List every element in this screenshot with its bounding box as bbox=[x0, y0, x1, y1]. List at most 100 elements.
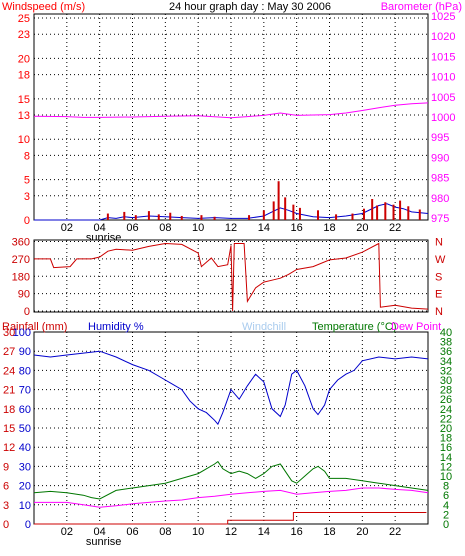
chart1-x-tick-label: 12 bbox=[225, 222, 237, 234]
barometer-line bbox=[33, 102, 429, 119]
chart3-rain-tick-label: 6 bbox=[3, 481, 9, 493]
chart3-legend-label: Temperature (°C) bbox=[312, 321, 396, 333]
chart3-temperature-tick-label: 10 bbox=[440, 471, 452, 483]
chart3-x-tick-label: 16 bbox=[291, 526, 303, 538]
chart3-x-tick-label: 22 bbox=[389, 526, 401, 538]
chart3-rain-tick-label: 9 bbox=[3, 461, 9, 473]
chart3-x-tick-label: 04 bbox=[94, 526, 106, 538]
chart3-legend-label: Humidity % bbox=[88, 321, 144, 333]
chart1-right-tick-label: 985 bbox=[431, 173, 449, 185]
rainfall-line bbox=[34, 512, 427, 525]
chart1-right-tick-label: 1000 bbox=[431, 112, 455, 124]
chart1-title: 24 hour graph day : May 30 2006 bbox=[169, 1, 331, 13]
chart1-left-tick-label: 18 bbox=[18, 70, 30, 82]
chart1-left-tick-label: 13 bbox=[18, 110, 30, 122]
chart2-left-tick-label: 360 bbox=[12, 237, 30, 249]
chart3-temperature-tick-label: 0 bbox=[443, 519, 449, 531]
chart3-legend-label: Rainfall (mm) bbox=[2, 321, 67, 333]
chart1-left-tick-label: 8 bbox=[24, 150, 30, 162]
chart1-right-tick-label: 980 bbox=[431, 193, 449, 205]
chart1-x-tick-label: 10 bbox=[192, 222, 204, 234]
chart3-rain-tick-label: 30 bbox=[3, 327, 15, 339]
chart3-temperature-tick-label: 2 bbox=[443, 509, 449, 521]
chart3-rain-tick-label: 21 bbox=[3, 385, 15, 397]
temperature-line bbox=[33, 460, 429, 500]
chart3-rain-tick-label: 0 bbox=[3, 519, 9, 531]
chart3-temperature-tick-label: 24 bbox=[440, 404, 452, 416]
chart3-humidity-tick-label: 60 bbox=[19, 404, 31, 416]
chart3-temperature-tick-label: 26 bbox=[440, 394, 452, 406]
chart1-right-tick-label: 1015 bbox=[431, 51, 455, 63]
chart1-right-tick-label: 1020 bbox=[431, 31, 455, 43]
chart1-left-tick-label: 25 bbox=[18, 13, 30, 25]
chart3-x-tick-label: 14 bbox=[258, 526, 270, 538]
chart3-x-tick-label: 02 bbox=[61, 526, 73, 538]
chart2-compass-label: S bbox=[435, 271, 442, 283]
chart3-humidity-tick-label: 70 bbox=[19, 385, 31, 397]
chart3-temperature-tick-label: 36 bbox=[440, 346, 452, 358]
chart1-right-tick-label: 1005 bbox=[431, 92, 455, 104]
chart1-right-axis-title: Barometer (hPa) bbox=[381, 1, 462, 13]
chart2-compass-label: N bbox=[435, 306, 443, 318]
chart1-left-tick-label: 20 bbox=[18, 53, 30, 65]
chart3-x-tick-label: 18 bbox=[323, 526, 335, 538]
chart1-left-tick-label: 23 bbox=[18, 29, 30, 41]
chart3-rain-tick-label: 12 bbox=[3, 442, 15, 454]
wind-direction-line bbox=[34, 242, 429, 312]
chart2-compass-label: E bbox=[435, 289, 442, 301]
chart1-left-axis-title: Windspeed (m/s) bbox=[2, 1, 85, 13]
chart2-left-tick-label: 270 bbox=[12, 254, 30, 266]
chart1-x-tick-label: 16 bbox=[291, 222, 303, 234]
chart1-left-tick-label: 3 bbox=[24, 191, 30, 203]
chart1-x-tick-label: 06 bbox=[126, 222, 138, 234]
chart3-humidity-tick-label: 10 bbox=[19, 500, 31, 512]
chart3-legend-label: Dew Point bbox=[391, 321, 441, 333]
chart3-rain-tick-label: 27 bbox=[3, 346, 15, 358]
chart3-sunrise-label: sunrise bbox=[86, 536, 121, 548]
chart3-humidity-tick-label: 100 bbox=[13, 327, 31, 339]
chart2-left-tick-label: 0 bbox=[24, 306, 30, 318]
chart3-rain-tick-label: 3 bbox=[3, 500, 9, 512]
chart3-x-tick-label: 06 bbox=[126, 526, 138, 538]
chart3-humidity-tick-label: 90 bbox=[19, 346, 31, 358]
chart3-temperature-tick-label: 38 bbox=[440, 337, 452, 349]
chart3-x-tick-label: 10 bbox=[192, 526, 204, 538]
chart1-x-tick-label: 04 bbox=[94, 222, 106, 234]
chart3-x-tick-label: 20 bbox=[356, 526, 368, 538]
chart1-left-tick-label: 0 bbox=[24, 215, 30, 227]
dew-point-line bbox=[34, 487, 429, 508]
chart1-right-tick-label: 995 bbox=[431, 132, 449, 144]
chart3-temperature-tick-label: 6 bbox=[443, 490, 449, 502]
chart1-x-tick-label: 18 bbox=[323, 222, 335, 234]
chart3-x-tick-label: 08 bbox=[159, 526, 171, 538]
chart2-compass-label: N bbox=[435, 237, 443, 249]
chart1-x-tick-label: 14 bbox=[258, 222, 270, 234]
chart3-temperature-tick-label: 18 bbox=[440, 433, 452, 445]
chart1-x-tick-label: 08 bbox=[159, 222, 171, 234]
chart1-right-tick-label: 1025 bbox=[431, 11, 455, 23]
chart3-x-tick-label: 12 bbox=[225, 526, 237, 538]
chart3-humidity-tick-label: 80 bbox=[19, 365, 31, 377]
chart1-right-tick-label: 1010 bbox=[431, 72, 455, 84]
chart3-rain-tick-label: 24 bbox=[3, 365, 15, 377]
chart3-temperature-tick-label: 14 bbox=[440, 452, 452, 464]
chart3-temperature-tick-label: 12 bbox=[440, 461, 452, 473]
chart1-left-tick-label: 15 bbox=[18, 94, 30, 106]
chart1-x-tick-label: 20 bbox=[356, 222, 368, 234]
chart3-humidity-tick-label: 30 bbox=[19, 461, 31, 473]
chart3-rain-tick-label: 15 bbox=[3, 423, 15, 435]
chart1-right-tick-label: 975 bbox=[431, 213, 449, 225]
chart3-temperature-tick-label: 30 bbox=[440, 375, 452, 387]
chart3-humidity-tick-label: 40 bbox=[19, 442, 31, 454]
chart3-legend-label: Windchill bbox=[242, 321, 286, 333]
chart3-temperature-tick-label: 16 bbox=[440, 442, 452, 454]
chart3-temperature-tick-label: 20 bbox=[440, 423, 452, 435]
chart3-temperature-tick-label: 40 bbox=[440, 327, 452, 339]
chart3-temperature-tick-label: 34 bbox=[440, 356, 452, 368]
chart2-left-tick-label: 180 bbox=[12, 271, 30, 283]
chart1-x-tick-label: 02 bbox=[61, 222, 73, 234]
chart3-temperature-tick-label: 8 bbox=[443, 481, 449, 493]
chart3-humidity-tick-label: 20 bbox=[19, 481, 31, 493]
